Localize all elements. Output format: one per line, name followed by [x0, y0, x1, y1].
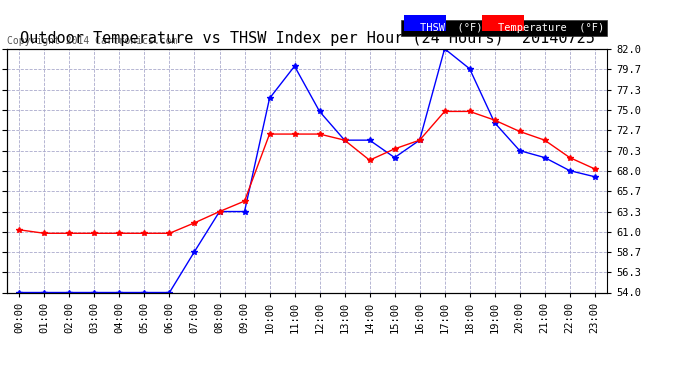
Text: Copyright 2014 Cartronics.com: Copyright 2014 Cartronics.com — [7, 36, 177, 46]
Legend: THSW  (°F), Temperature  (°F): THSW (°F), Temperature (°F) — [401, 20, 607, 36]
Title: Outdoor Temperature vs THSW Index per Hour (24 Hours)  20140725: Outdoor Temperature vs THSW Index per Ho… — [19, 31, 595, 46]
